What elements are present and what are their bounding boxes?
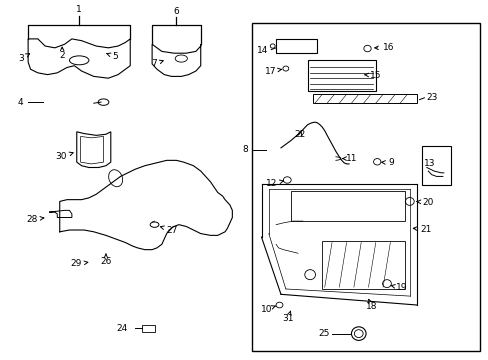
Bar bbox=[142, 325, 154, 332]
Text: 3: 3 bbox=[18, 54, 30, 63]
Text: 9: 9 bbox=[381, 158, 393, 167]
Text: 29: 29 bbox=[70, 260, 88, 269]
Text: 18: 18 bbox=[366, 299, 377, 311]
Text: 8: 8 bbox=[242, 145, 248, 154]
Text: 12: 12 bbox=[265, 179, 283, 188]
Text: 5: 5 bbox=[107, 52, 118, 61]
Text: 25: 25 bbox=[318, 329, 329, 338]
Bar bbox=[276, 39, 317, 53]
Text: 10: 10 bbox=[260, 305, 275, 314]
Bar bbox=[290, 191, 404, 221]
Text: 16: 16 bbox=[374, 43, 394, 52]
Text: 6: 6 bbox=[173, 7, 179, 16]
Bar bbox=[421, 146, 450, 185]
Text: 19: 19 bbox=[390, 283, 407, 292]
Text: 28: 28 bbox=[26, 215, 44, 224]
Text: 23: 23 bbox=[426, 93, 437, 102]
Text: 11: 11 bbox=[342, 154, 356, 163]
Text: 27: 27 bbox=[160, 225, 178, 234]
Bar bbox=[322, 241, 404, 289]
Text: 4: 4 bbox=[18, 98, 23, 107]
Text: 24: 24 bbox=[116, 324, 127, 333]
Text: 20: 20 bbox=[415, 198, 432, 207]
Text: 26: 26 bbox=[100, 254, 111, 266]
Text: 22: 22 bbox=[294, 130, 305, 139]
Bar bbox=[251, 23, 479, 351]
Text: 17: 17 bbox=[264, 67, 281, 76]
Text: 13: 13 bbox=[423, 159, 434, 168]
Text: 2: 2 bbox=[59, 47, 65, 60]
Bar bbox=[307, 60, 375, 91]
Bar bbox=[312, 94, 416, 103]
Text: 14: 14 bbox=[256, 46, 267, 55]
Text: 15: 15 bbox=[364, 71, 381, 80]
Text: 7: 7 bbox=[151, 59, 163, 68]
Text: 31: 31 bbox=[282, 311, 293, 323]
Text: 21: 21 bbox=[412, 225, 431, 234]
Text: 1: 1 bbox=[76, 5, 82, 14]
Text: 30: 30 bbox=[56, 152, 73, 161]
